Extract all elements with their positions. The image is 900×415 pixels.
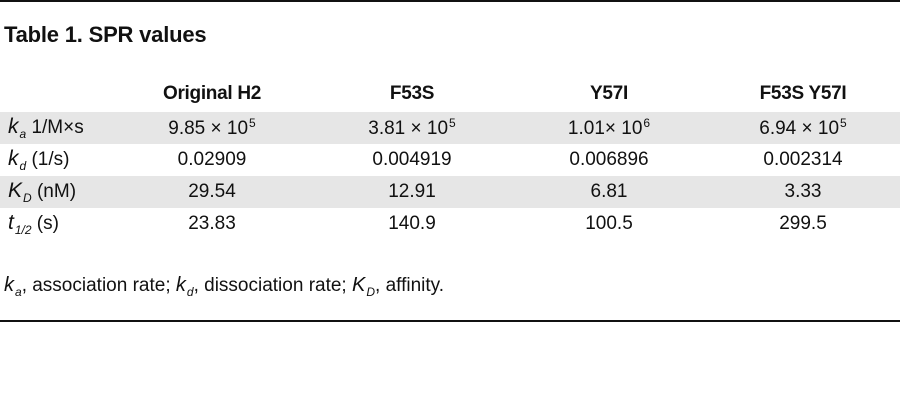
cell-KD-f53s-y57i: 3.33 — [706, 176, 900, 208]
spr-table: Original H2 F53S Y57I F53S Y57I ka 1/M×s… — [0, 76, 900, 240]
cell-ka-f53s-y57i: 6.94 × 105 — [706, 112, 900, 144]
table-row-half-life: t1/2 (s) 23.83 140.9 100.5 299.5 — [0, 208, 900, 240]
header-row: Original H2 F53S Y57I F53S Y57I — [0, 76, 900, 112]
cell-ka-y57i: 1.01× 106 — [512, 112, 706, 144]
row-label-kd: kd (1/s) — [8, 147, 70, 173]
column-header-f53s: F53S — [389, 83, 435, 104]
cell-kd-f53s-y57i: 0.002314 — [763, 149, 843, 170]
cell-kd-original-h2: 0.02909 — [177, 149, 247, 170]
table-row-kd: kd (1/s) 0.02909 0.004919 0.006896 0.002… — [0, 144, 900, 176]
row-label-half-life: t1/2 (s) — [8, 211, 59, 237]
bottom-rule — [0, 320, 900, 322]
row-label-KD: KD (nM) — [0, 176, 112, 208]
cell-kd-f53s: 0.004919 — [372, 149, 452, 170]
cell-KD-f53s: 12.91 — [312, 176, 512, 208]
column-header-f53s-y57i: F53S Y57I — [759, 83, 847, 104]
top-rule — [0, 0, 900, 2]
cell-half-life-f53s-y57i: 299.5 — [779, 213, 827, 234]
cell-kd-y57i: 0.006896 — [569, 149, 649, 170]
cell-half-life-y57i: 100.5 — [585, 213, 633, 234]
row-label-ka: ka 1/M×s — [0, 112, 112, 144]
table-row-ka: ka 1/M×s 9.85 × 105 3.81 × 105 1.01× 106… — [0, 112, 900, 144]
table-title: Table 1. SPR values — [4, 22, 207, 47]
column-header-blank — [0, 76, 112, 112]
table-row-KD: KD (nM) 29.54 12.91 6.81 3.33 — [0, 176, 900, 208]
cell-ka-original-h2: 9.85 × 105 — [112, 112, 312, 144]
column-header-y57i: Y57I — [590, 83, 628, 104]
cell-KD-y57i: 6.81 — [512, 176, 706, 208]
column-header-original-h2: Original H2 — [162, 83, 262, 104]
table-footnote: ka, association rate; kd, dissociation r… — [4, 274, 445, 299]
cell-ka-f53s: 3.81 × 105 — [312, 112, 512, 144]
cell-half-life-f53s: 140.9 — [388, 213, 436, 234]
cell-half-life-original-h2: 23.83 — [188, 213, 236, 234]
cell-KD-original-h2: 29.54 — [112, 176, 312, 208]
